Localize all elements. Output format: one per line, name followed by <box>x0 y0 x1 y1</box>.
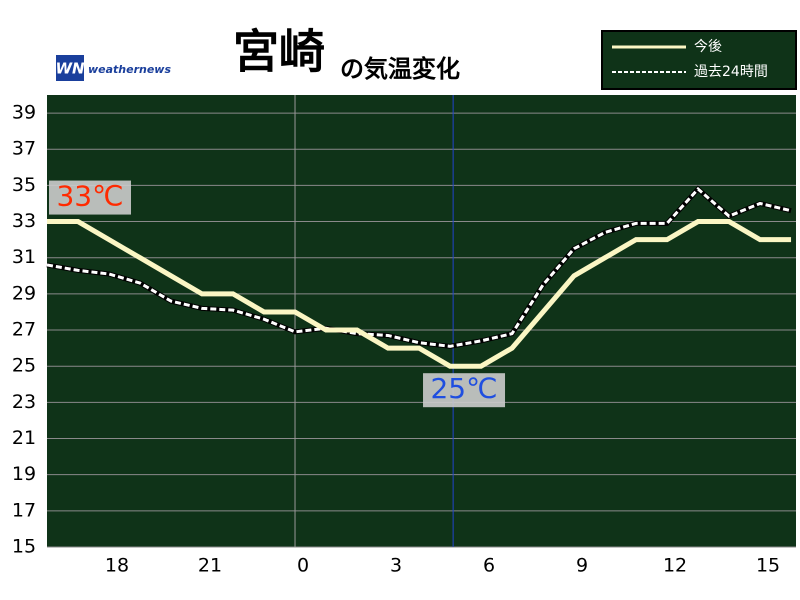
x-tick-label: 12 <box>663 555 687 577</box>
x-tick-label: 0 <box>297 555 309 577</box>
series-line <box>47 219 792 369</box>
legend-box <box>601 30 797 90</box>
y-tick-label: 17 <box>12 499 36 521</box>
y-tick-label: 39 <box>12 102 36 124</box>
y-tick-label: 21 <box>12 427 36 449</box>
annotation-box <box>423 373 506 408</box>
logo-box <box>56 55 84 81</box>
legend-label: 過去24時間 <box>694 64 768 80</box>
legend-label: 今後 <box>694 39 722 55</box>
x-tick-label: 9 <box>576 555 588 577</box>
y-tick-label: 19 <box>12 463 36 485</box>
annotation: 33℃ <box>56 180 123 213</box>
x-tick-label: 6 <box>483 555 495 577</box>
y-tick-label: 29 <box>12 282 36 304</box>
y-tick-label: 37 <box>12 138 36 160</box>
y-tick-label: 35 <box>12 174 36 196</box>
x-tick-label: 18 <box>105 555 129 577</box>
y-tick-label: 33 <box>12 210 36 232</box>
y-tick-label: 31 <box>12 246 36 268</box>
x-tick-label: 21 <box>198 555 222 577</box>
x-tick-label: 15 <box>756 555 780 577</box>
y-tick-label: 15 <box>12 536 36 558</box>
chart-subtitle: の気温変化 <box>340 55 460 83</box>
logo-text: weathernews <box>88 63 171 76</box>
annotation-box <box>49 180 131 215</box>
annotation: 25℃ <box>430 372 497 405</box>
y-tick-label: 23 <box>12 391 36 413</box>
x-tick-label: 3 <box>390 555 402 577</box>
logo-mark: WN <box>55 60 85 78</box>
plot-area <box>47 95 796 547</box>
y-tick-label: 27 <box>12 319 36 341</box>
y-tick-label: 25 <box>12 355 36 377</box>
chart-title: 宮崎 <box>233 25 325 79</box>
series-line <box>46 186 792 348</box>
